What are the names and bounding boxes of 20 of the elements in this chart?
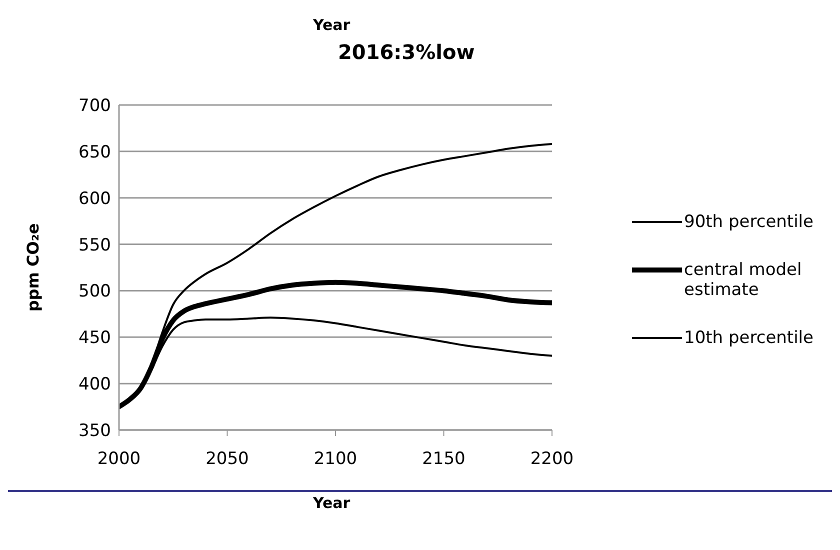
y-tick-label: 450 xyxy=(78,328,111,348)
chart-title: 2016:3%low xyxy=(338,40,475,64)
legend-label: central model estimate xyxy=(684,260,803,300)
y-tick-label: 700 xyxy=(78,96,111,116)
x-tick-label: 2100 xyxy=(314,449,358,470)
x-tick-label: 2050 xyxy=(206,449,249,470)
x-tick-label: 2000 xyxy=(97,449,141,470)
x-tick-label: 2200 xyxy=(530,449,574,470)
x-axis-title: Year xyxy=(313,494,352,512)
y-tick-label: 500 xyxy=(78,282,111,302)
text: Year xyxy=(313,16,350,34)
y-tick-label: 650 xyxy=(78,142,111,162)
y-tick-label: 550 xyxy=(78,235,111,256)
y-tick-label: 600 xyxy=(78,188,111,209)
y-tick-label: 350 xyxy=(78,421,111,442)
legend-label: 90th percentile xyxy=(684,212,814,232)
x-tick-label: 2150 xyxy=(422,449,466,470)
y-tick-label: 400 xyxy=(78,374,111,395)
legend-label: 10th percentile xyxy=(684,328,814,348)
y-axis-title: ppm CO₂e xyxy=(24,223,43,312)
